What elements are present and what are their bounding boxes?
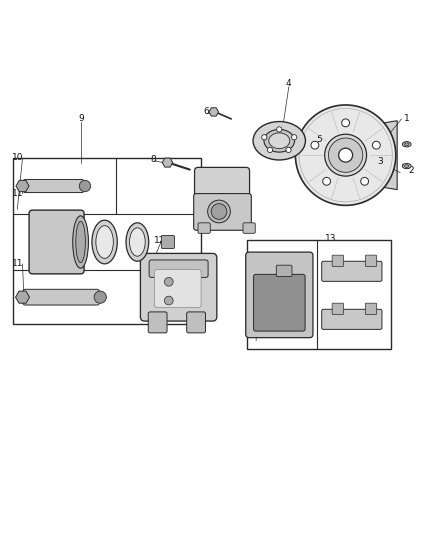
Ellipse shape (96, 225, 113, 259)
FancyBboxPatch shape (243, 223, 255, 233)
FancyBboxPatch shape (148, 312, 167, 333)
FancyBboxPatch shape (321, 261, 382, 281)
Circle shape (286, 147, 291, 152)
Circle shape (360, 177, 368, 185)
Ellipse shape (405, 165, 409, 167)
Ellipse shape (73, 216, 88, 268)
FancyBboxPatch shape (23, 289, 99, 305)
Ellipse shape (76, 221, 85, 263)
Circle shape (311, 141, 319, 149)
Circle shape (164, 296, 173, 305)
Text: 12: 12 (154, 236, 166, 245)
Text: 1: 1 (404, 114, 410, 123)
Text: 14: 14 (251, 298, 262, 307)
Ellipse shape (92, 220, 117, 264)
Ellipse shape (253, 122, 305, 160)
Circle shape (277, 127, 282, 132)
Circle shape (323, 177, 331, 185)
FancyBboxPatch shape (254, 274, 305, 331)
FancyBboxPatch shape (198, 223, 210, 233)
FancyBboxPatch shape (365, 303, 377, 314)
Text: 10: 10 (11, 153, 23, 162)
FancyBboxPatch shape (23, 180, 84, 192)
Text: 2: 2 (408, 166, 414, 175)
FancyBboxPatch shape (365, 255, 377, 266)
FancyBboxPatch shape (246, 252, 313, 338)
Circle shape (342, 119, 350, 127)
Circle shape (79, 180, 91, 192)
Text: 11: 11 (11, 259, 23, 268)
FancyBboxPatch shape (321, 309, 382, 329)
FancyBboxPatch shape (332, 303, 343, 314)
FancyBboxPatch shape (194, 193, 251, 230)
Text: 9: 9 (78, 114, 85, 123)
Circle shape (211, 204, 227, 220)
FancyBboxPatch shape (161, 236, 174, 248)
FancyBboxPatch shape (332, 255, 343, 266)
Circle shape (261, 135, 267, 140)
Text: 3: 3 (378, 157, 383, 166)
Circle shape (267, 147, 272, 152)
Circle shape (208, 200, 230, 223)
Polygon shape (384, 120, 397, 190)
Text: 11: 11 (11, 189, 23, 198)
Ellipse shape (126, 223, 149, 261)
Ellipse shape (405, 143, 409, 146)
Ellipse shape (403, 164, 411, 169)
Text: 8: 8 (151, 155, 156, 164)
Ellipse shape (269, 133, 290, 149)
Text: 6: 6 (203, 107, 209, 116)
FancyBboxPatch shape (29, 210, 84, 274)
Ellipse shape (403, 142, 411, 147)
Text: 4: 4 (286, 79, 292, 87)
Circle shape (164, 277, 173, 286)
FancyBboxPatch shape (194, 167, 250, 203)
Circle shape (372, 141, 380, 149)
FancyBboxPatch shape (154, 270, 201, 308)
Text: 5: 5 (317, 135, 322, 144)
Circle shape (292, 135, 297, 140)
Circle shape (295, 105, 396, 205)
FancyBboxPatch shape (187, 312, 205, 333)
Circle shape (339, 148, 353, 162)
FancyBboxPatch shape (141, 253, 217, 321)
Circle shape (325, 134, 367, 176)
Circle shape (328, 138, 363, 172)
Circle shape (94, 291, 106, 303)
FancyBboxPatch shape (149, 260, 208, 277)
FancyBboxPatch shape (276, 265, 292, 277)
Ellipse shape (130, 228, 145, 256)
Ellipse shape (264, 130, 294, 152)
Text: 13: 13 (325, 233, 336, 243)
Text: 7: 7 (229, 175, 235, 184)
